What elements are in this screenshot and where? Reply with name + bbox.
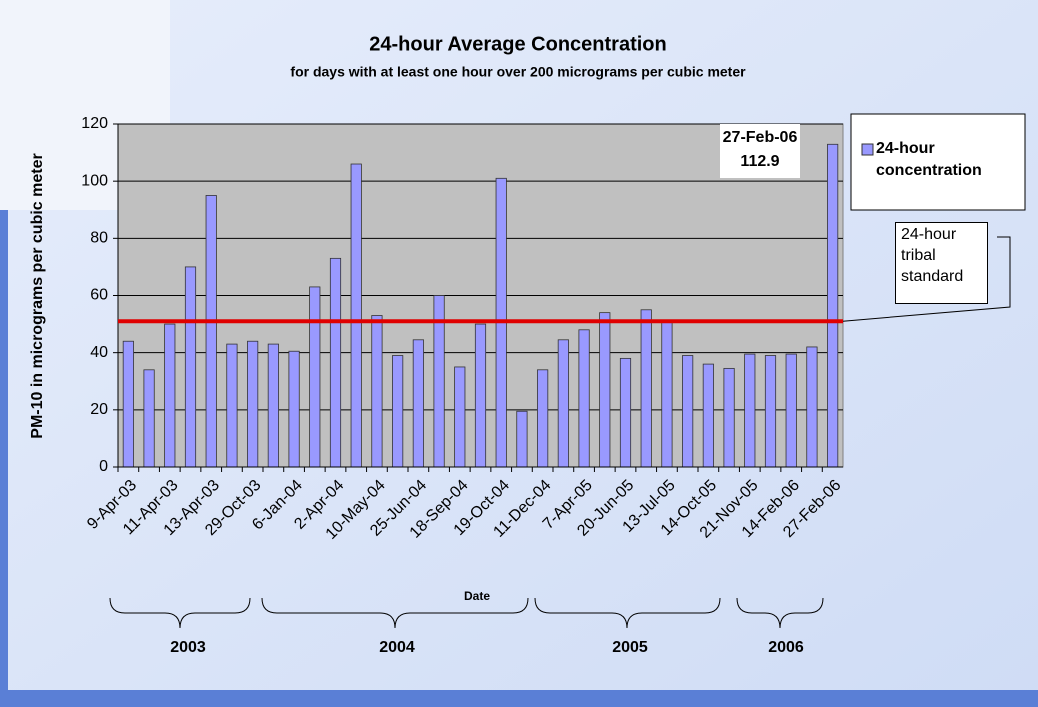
bar [640, 309, 652, 468]
x-axis-label: Date [464, 589, 490, 603]
bar [599, 312, 611, 468]
bar [371, 315, 383, 468]
bar [682, 355, 694, 468]
year-label: 2005 [612, 639, 648, 656]
y-tick-label: 40 [90, 344, 108, 361]
bar [288, 350, 300, 468]
bar [267, 343, 279, 468]
year-label: 2006 [768, 639, 804, 656]
bar [247, 340, 259, 468]
bar [661, 320, 673, 468]
bar [392, 355, 404, 468]
brace [261, 597, 529, 629]
bar [454, 366, 466, 468]
bar [309, 286, 321, 468]
y-tick-label: 0 [99, 458, 108, 475]
bar [744, 353, 756, 468]
bar [122, 340, 134, 468]
bar [226, 343, 238, 468]
y-tick-label: 120 [81, 115, 108, 132]
bar [764, 355, 777, 468]
legend-text: 24-hour concentration [876, 140, 982, 179]
legend-box [850, 113, 1026, 211]
bar [827, 143, 839, 468]
year-label: 2003 [170, 639, 206, 656]
bottom-edge [0, 690, 1038, 707]
bar [205, 195, 217, 468]
callout-date: 27-Feb-06 [722, 129, 798, 146]
callout: 27-Feb-06 112.9 [720, 124, 800, 178]
brace [736, 597, 824, 629]
bar [412, 339, 424, 468]
year-label: 2004 [379, 639, 415, 656]
brace [109, 597, 251, 629]
bar [143, 369, 155, 468]
bar [557, 339, 569, 468]
bar [806, 346, 818, 468]
y-tick-label: 20 [90, 401, 108, 418]
legend-label: 24-hour concentration [876, 140, 982, 179]
bar [723, 367, 735, 468]
callout-value: 112.9 [740, 153, 780, 170]
bar [329, 257, 342, 468]
bar [516, 410, 528, 468]
reference-box: 24-hour tribal standard [895, 222, 988, 304]
leader-line [842, 236, 1011, 322]
bar [578, 329, 590, 468]
legend-swatch [861, 143, 874, 156]
bar [164, 323, 176, 468]
chart-subtitle: for days with at least one hour over 200… [290, 64, 746, 80]
brace [534, 597, 721, 629]
chart-title: 24-hour Average Concentration [369, 33, 666, 55]
bar [474, 323, 487, 468]
y-axis-label: PM-10 in micrograms per cubic meter [29, 153, 46, 438]
reference-label: 24-hour tribal standard [895, 222, 988, 304]
callout-box: 27-Feb-06 112.9 [720, 124, 800, 178]
bar [184, 266, 197, 468]
y-tick-label: 100 [81, 172, 108, 189]
year-braces [109, 597, 824, 629]
bar [537, 369, 549, 468]
left-edge [0, 210, 8, 707]
bar [785, 353, 797, 468]
y-tick-label: 80 [90, 230, 108, 247]
y-tick-label: 60 [90, 287, 108, 304]
bar [702, 363, 714, 468]
bar [619, 357, 632, 468]
bar [350, 163, 362, 468]
